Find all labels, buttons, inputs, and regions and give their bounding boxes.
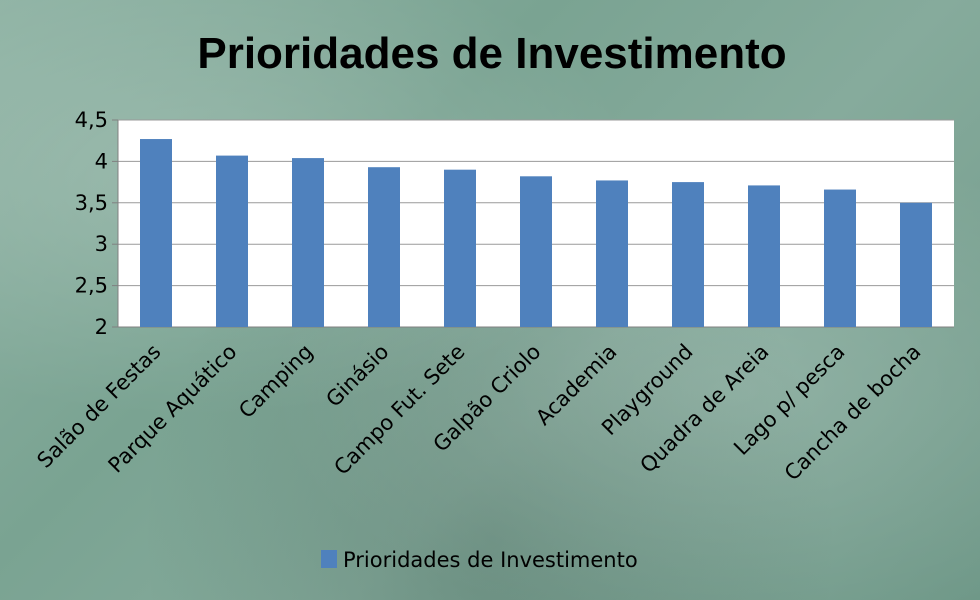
x-category-label: Ginásio (321, 340, 393, 412)
bar (520, 176, 552, 327)
x-category-label: Campo Fut. Sete (329, 340, 469, 480)
x-category-label: Cancha de bocha (780, 340, 926, 486)
y-tick-label: 3 (95, 232, 108, 256)
x-category-label: Salão de Festas (32, 340, 165, 473)
y-tick-label: 4,5 (75, 108, 108, 132)
bar (672, 182, 704, 327)
y-tick-label: 3,5 (75, 191, 108, 215)
bar (140, 139, 172, 327)
bar (216, 155, 248, 327)
bar (900, 202, 932, 327)
bar (444, 169, 476, 327)
y-tick-label: 4 (95, 149, 108, 173)
chart-title: Prioridades de Investimento (197, 29, 786, 78)
bar (596, 180, 628, 327)
bar (292, 158, 324, 327)
x-category-label: Quadra de Areia (635, 340, 773, 478)
bar (748, 185, 780, 327)
bar (368, 167, 400, 327)
bars (140, 139, 932, 327)
y-tick-label: 2 (95, 315, 108, 339)
x-category-label: Parque Aquático (104, 340, 242, 478)
bar (824, 189, 856, 327)
y-tick-label: 2,5 (75, 274, 108, 298)
legend-swatch (321, 550, 337, 568)
legend-label: Prioridades de Investimento (343, 548, 638, 572)
legend: Prioridades de Investimento (321, 548, 638, 572)
x-category-label: Camping (234, 340, 317, 423)
y-axis-ticks: 2 2,5 3 3,5 4 4,5 (75, 108, 118, 339)
